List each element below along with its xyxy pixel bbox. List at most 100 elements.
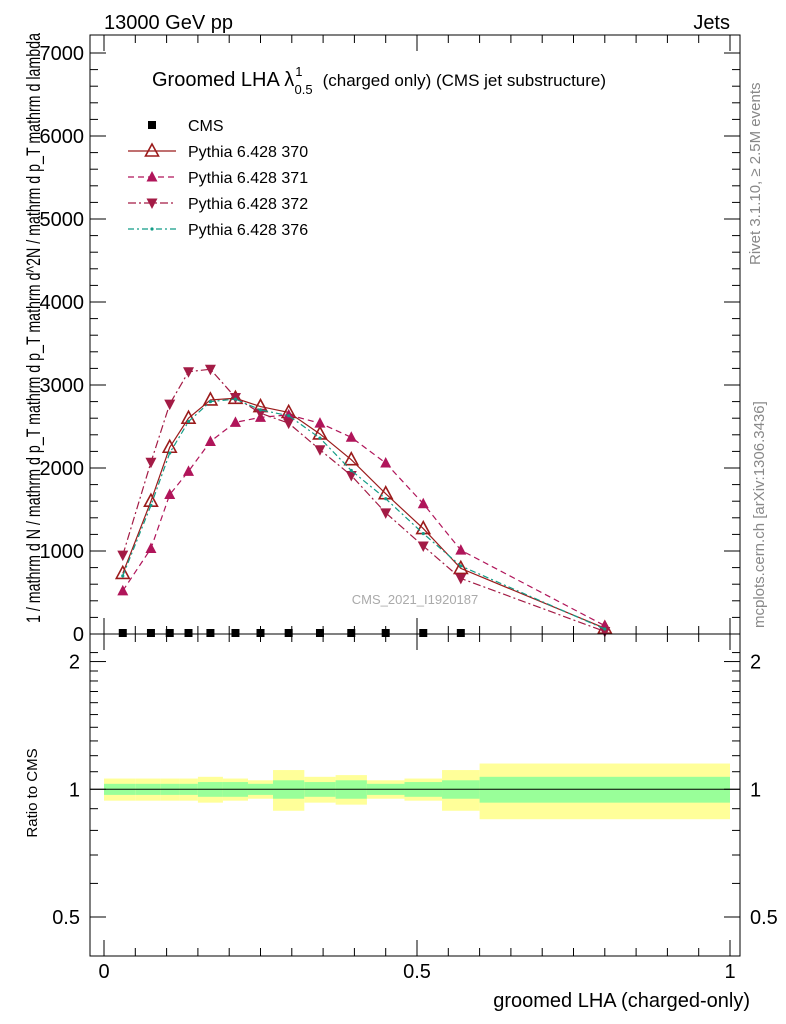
- data-point: [255, 408, 266, 420]
- legend-label: Pythia 6.428 371: [188, 170, 308, 187]
- data-point: [415, 519, 432, 535]
- ratio-y-tick-label-right: 1: [750, 779, 761, 801]
- data-point: [455, 573, 467, 585]
- y-tick-label: 1000: [40, 541, 85, 563]
- ratio-axes: 0.5 0.5 1 1 2 2 0 0.5 1: [52, 634, 778, 983]
- y-tick-label: 7000: [40, 43, 85, 65]
- series-line: [122, 414, 606, 627]
- data-point: [380, 457, 392, 468]
- data-point: [204, 364, 216, 376]
- main-y-axis-label: 1 / mathrm d N / mathrm d p_T mathrm d p…: [24, 33, 45, 623]
- header-left-label: 13000 GeV pp: [104, 12, 233, 34]
- x-tick-label: 0: [98, 961, 109, 983]
- data-point: [186, 419, 191, 424]
- data-point: [202, 391, 219, 406]
- data-point: [599, 627, 611, 638]
- data-point: [168, 451, 172, 455]
- ratio-y-label: Ratio to CMS: [24, 748, 41, 837]
- data-point: [603, 627, 607, 631]
- y-tick-label: 5000: [40, 209, 85, 231]
- data-point: [384, 497, 388, 501]
- data-point: [146, 171, 158, 182]
- data-point: [314, 445, 326, 456]
- header-right-label: Jets: [693, 12, 730, 34]
- data-point: [315, 629, 324, 637]
- legend-label: Pythia 6.428 370: [188, 144, 308, 161]
- y-label-text: 1 / mathrm d N / mathrm d p_T mathrm d p…: [24, 33, 45, 623]
- data-point: [229, 416, 241, 427]
- data-point: [381, 629, 390, 637]
- data-point: [287, 414, 291, 418]
- series-line: [122, 368, 606, 633]
- data-point: [183, 367, 195, 378]
- ratio-y-tick-label-right: 0.5: [750, 907, 778, 929]
- data-point: [164, 488, 176, 500]
- data-point: [145, 542, 157, 554]
- title-rest: (charged only) (CMS jet substructure): [323, 71, 606, 90]
- data-point: [117, 584, 129, 596]
- data-point: [284, 629, 293, 637]
- data-point: [148, 121, 156, 129]
- data-point: [233, 397, 238, 401]
- legend-label: Pythia 6.428 372: [188, 196, 308, 213]
- data-point: [146, 629, 155, 637]
- data-point: [380, 508, 392, 519]
- data-point: [417, 497, 429, 509]
- series-line: [122, 397, 606, 629]
- data-point: [343, 451, 360, 466]
- data-point: [459, 564, 463, 568]
- legend-label: Pythia 6.428 376: [188, 222, 308, 239]
- ratio-y-tick-label: 0.5: [52, 907, 80, 929]
- mcplots-label: mcplots.cern.ch [arXiv:1306.3436]: [751, 401, 768, 628]
- y-tick-label: 3000: [40, 375, 85, 397]
- data-point: [258, 408, 263, 412]
- data-point: [345, 431, 357, 442]
- data-point: [184, 629, 193, 637]
- data-point: [150, 227, 154, 231]
- data-point: [204, 435, 216, 446]
- y-tick-label: 4000: [40, 292, 85, 314]
- data-point: [231, 629, 240, 637]
- title-main: Groomed LHA λ: [152, 69, 294, 91]
- data-point: [206, 629, 215, 637]
- ratio-y-tick-label: 2: [69, 652, 80, 674]
- data-point: [345, 470, 357, 482]
- rivet-label: Rivet 3.1.10, ≥ 2.5M events: [747, 83, 764, 266]
- x-tick-label: 0.5: [403, 961, 431, 983]
- ratio-layer: [90, 763, 740, 820]
- data-point: [349, 468, 353, 473]
- x-axis-label: groomed LHA (charged-only): [493, 990, 750, 1012]
- data-point: [419, 629, 428, 637]
- data-point: [452, 559, 469, 575]
- series-4: [121, 397, 607, 631]
- watermark: CMS_2021_I1920187: [352, 592, 479, 607]
- plot-title: Groomed LHA λ1 0.5 (charged only) (CMS jet…: [152, 64, 606, 97]
- data-point: [121, 574, 125, 578]
- series-line: [122, 398, 606, 630]
- data-point: [146, 198, 158, 209]
- series-layer: [114, 364, 613, 638]
- x-tick-label: 1: [724, 961, 735, 983]
- data-point: [117, 550, 129, 562]
- ratio-y-tick-label: 1: [69, 779, 80, 801]
- data-point: [164, 399, 176, 411]
- data-point: [183, 465, 195, 476]
- data-point: [283, 418, 295, 430]
- data-point: [456, 629, 465, 637]
- series-3: [117, 364, 611, 638]
- data-point: [417, 541, 429, 553]
- data-point: [114, 564, 131, 580]
- y-tick-label: 6000: [40, 126, 85, 148]
- data-point: [455, 544, 467, 555]
- data-point: [165, 629, 174, 637]
- data-point: [314, 417, 326, 428]
- data-point: [347, 629, 356, 637]
- data-point: [118, 629, 127, 637]
- title-sup: 1: [295, 64, 302, 79]
- data-point: [256, 629, 265, 637]
- data-point: [421, 531, 425, 536]
- data-point: [145, 457, 157, 469]
- ratio-plot-frame: [89, 633, 741, 957]
- title-sub: 0.5: [295, 82, 313, 97]
